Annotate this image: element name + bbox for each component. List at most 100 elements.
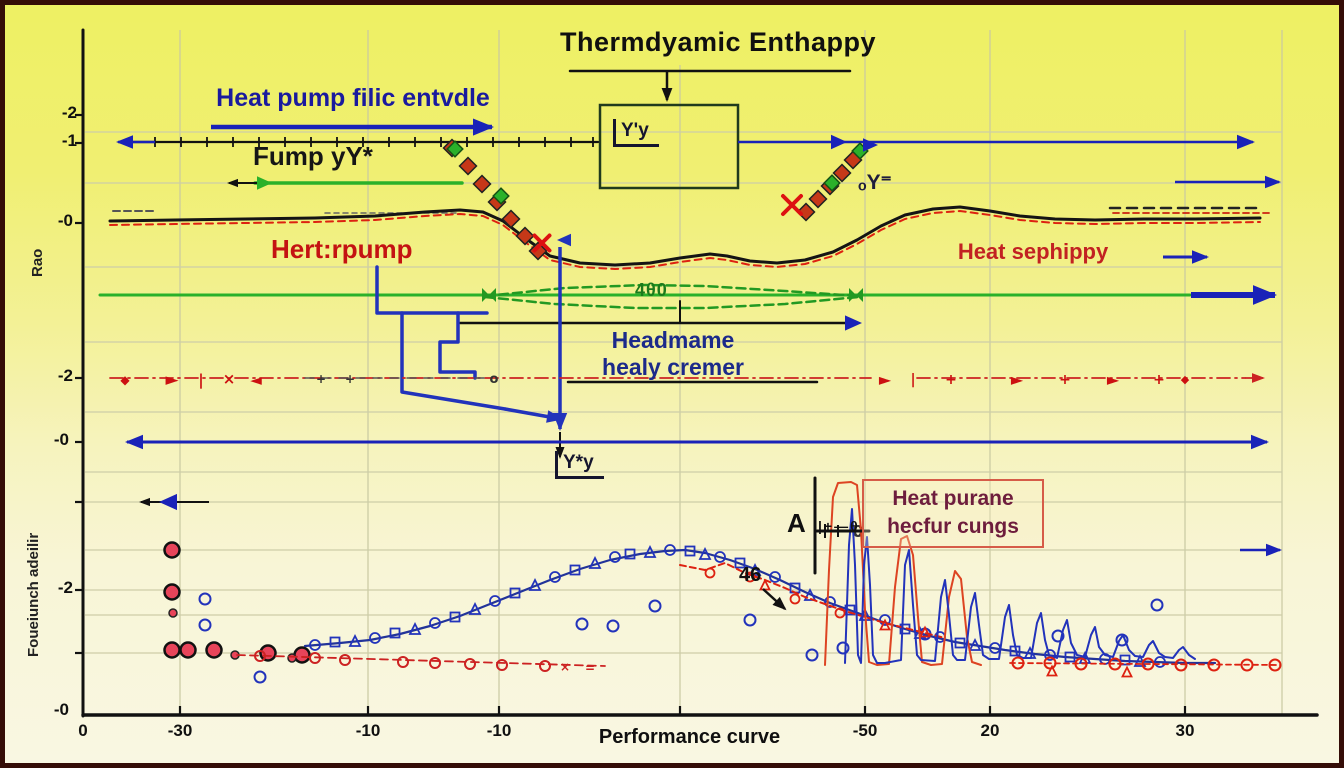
heat-box-line2: hecfur cungs <box>887 515 1019 538</box>
red-chain-glyphs: × <box>560 660 570 674</box>
y-tick-label: -1 <box>61 131 77 150</box>
bell-markers-square <box>389 627 401 639</box>
red-chain-circles <box>539 660 551 672</box>
bell-markers-square <box>569 564 581 576</box>
right-arrow-lower-head <box>1266 543 1282 557</box>
headmame-arrow-head <box>845 315 862 331</box>
scatter-red-big <box>163 541 181 559</box>
bell-markers-triangle <box>408 621 422 635</box>
lower-left-arrow-head <box>139 497 150 507</box>
bell-markers-circle <box>309 639 321 651</box>
y-tick-label: -0 <box>57 211 73 230</box>
right-chain <box>832 163 852 183</box>
green-lens-upper <box>483 283 860 298</box>
bell-markers-circle <box>879 614 891 626</box>
staircase-1 <box>375 265 489 315</box>
y-tick-label: -2 <box>61 103 77 122</box>
dashdot-glyphs-dark: + <box>316 372 326 386</box>
bell-markers-triangle <box>643 544 657 558</box>
dashdot-glyphs-red: ◄ <box>250 371 262 389</box>
red-x-markers <box>781 194 803 216</box>
red-chain-glyphs: = <box>585 661 595 675</box>
heat-pump-heading: Heat pump filic entvdle <box>216 84 490 112</box>
bell-red-triangles <box>879 618 891 631</box>
dashdot-glyphs-red: ◆ <box>120 373 130 387</box>
scatter-blue-open <box>1051 629 1065 643</box>
blue-peaks <box>844 508 1196 664</box>
green-bowties <box>849 288 863 302</box>
bell-markers-square <box>624 548 636 560</box>
bell-markers-triangle <box>348 633 362 647</box>
bell-markers-triangle <box>968 637 982 651</box>
y-tick-label: -0 <box>53 700 69 719</box>
x-axis-title: Performance curve <box>598 726 781 748</box>
scatter-red-big <box>205 641 223 659</box>
scatter-blue-open <box>648 599 662 613</box>
x-tick-label: -50 <box>852 721 878 740</box>
a-label: A <box>787 508 806 538</box>
scatter-blue-open <box>575 617 589 631</box>
right-chain-green <box>823 174 841 192</box>
dashdot-glyphs-red: × <box>223 370 236 388</box>
red-chain-circles <box>429 657 441 669</box>
dashdot-glyphs-red: ► <box>879 370 892 389</box>
green-lens-lower <box>483 295 860 310</box>
hert-rpump-label: Hert:rpump <box>271 234 413 264</box>
top-blue-line-head <box>1237 134 1255 150</box>
red-row-line <box>1009 662 1281 666</box>
right-chain <box>796 202 816 222</box>
heat-box-line1: Heat purane <box>892 487 1014 510</box>
enthalpy-curve-red-dashed <box>109 210 1261 270</box>
long-double-arrow-head <box>1251 434 1269 450</box>
heat-box-rect <box>862 479 1044 548</box>
right-arrow-upper-head <box>1265 175 1281 189</box>
red-row-triangles <box>1046 664 1058 677</box>
dashdot-glyphs-red: | <box>198 371 203 390</box>
bell-markers-triangle <box>698 546 712 560</box>
staircase-2 <box>400 311 507 411</box>
bell-markers-circle <box>549 571 561 583</box>
bell-markers-circle <box>664 544 676 556</box>
fump-black-arrow-head <box>227 178 238 188</box>
enthalpy-curve-black <box>108 205 1262 267</box>
a-ticks-label: |+—θ <box>818 518 860 534</box>
red-row-circles <box>1268 658 1282 672</box>
y-axis-label-top: Rao <box>29 248 46 277</box>
red-row-circles <box>1174 658 1188 672</box>
scatter-blue-open <box>805 648 819 662</box>
fump-label: Fump yY* <box>253 141 373 171</box>
bell-markers-circle <box>1154 656 1166 668</box>
bell-markers-square <box>684 545 696 557</box>
bell-markers-square <box>954 637 966 649</box>
red-chain-circles <box>339 654 351 666</box>
bell-markers-triangle <box>588 555 602 569</box>
valley-blue-head <box>557 233 571 247</box>
mid-blue-head <box>831 134 847 150</box>
bell-markers-triangle <box>803 587 817 601</box>
x-tick-label: -30 <box>167 721 193 740</box>
chart-canvas: ◆►|×◄►|+►+►+◆o++θ×= <box>75 28 1319 718</box>
dashdot-red-arrow-head <box>1252 373 1265 383</box>
ybox-top-symbol: Y'y <box>613 119 659 147</box>
heat-pump-arrow-head <box>473 118 494 136</box>
bell-markers-square <box>844 604 856 616</box>
lower-left-blue-head <box>159 493 177 511</box>
headmame-line2: healy cremer <box>602 354 744 380</box>
bell-red-circles <box>834 607 846 619</box>
dashdot-glyphs-red: + <box>1059 372 1071 388</box>
scatter-blue-open <box>1150 598 1164 612</box>
scatter-blue-open <box>198 592 212 606</box>
bell-markers-square <box>1119 654 1131 666</box>
left-chain <box>472 174 492 194</box>
right-chain <box>808 189 828 209</box>
oy-symbol: ₒY⁼ <box>858 171 892 194</box>
bell-markers-circle <box>824 596 836 608</box>
right-arrow-mid-head <box>1192 250 1209 264</box>
bell-markers-circle <box>769 571 781 583</box>
left-chain <box>458 156 478 176</box>
red-chain-line <box>236 654 606 667</box>
dashdot-glyphs-red: ► <box>165 370 179 390</box>
scatter-blue-open <box>836 641 850 655</box>
red-row-circles <box>1207 658 1221 672</box>
